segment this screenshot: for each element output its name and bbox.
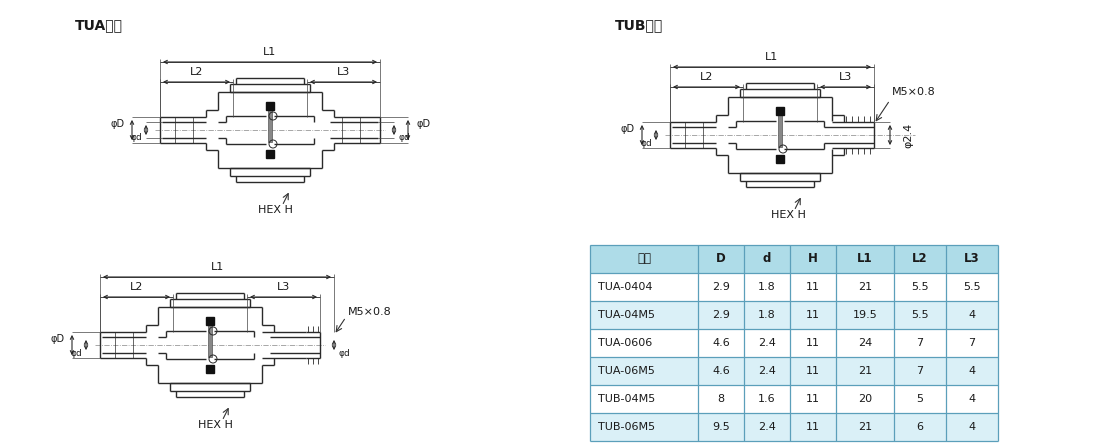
Text: 2.4: 2.4 xyxy=(758,422,776,432)
Text: 5: 5 xyxy=(916,394,924,404)
Text: M5×0.8: M5×0.8 xyxy=(892,87,936,97)
Bar xyxy=(776,107,784,115)
Text: φD: φD xyxy=(620,124,635,134)
Text: 4: 4 xyxy=(968,422,976,432)
Text: 21: 21 xyxy=(858,366,872,376)
Text: 11: 11 xyxy=(806,338,820,348)
Text: φD: φD xyxy=(51,334,65,344)
Text: 11: 11 xyxy=(806,394,820,404)
Text: 4.6: 4.6 xyxy=(712,366,730,376)
Text: 21: 21 xyxy=(858,422,872,432)
Text: HEX H: HEX H xyxy=(771,210,805,220)
Text: L1: L1 xyxy=(210,262,223,272)
Text: φD: φD xyxy=(417,119,431,129)
Text: 4: 4 xyxy=(968,366,976,376)
Text: M5×0.8: M5×0.8 xyxy=(348,307,392,317)
Text: TUB-04M5: TUB-04M5 xyxy=(598,394,656,404)
Text: TUA类型: TUA类型 xyxy=(75,18,123,32)
Text: 7: 7 xyxy=(916,366,924,376)
Bar xyxy=(590,273,998,301)
Text: 11: 11 xyxy=(806,310,820,320)
Text: φd: φd xyxy=(70,349,81,358)
Text: 24: 24 xyxy=(858,338,872,348)
Text: 7: 7 xyxy=(968,338,976,348)
Bar xyxy=(778,115,782,147)
Text: L3: L3 xyxy=(337,67,350,77)
Text: φd: φd xyxy=(640,139,652,148)
Text: φd: φd xyxy=(398,134,410,143)
Text: HEX H: HEX H xyxy=(257,205,293,215)
Text: L3: L3 xyxy=(965,253,980,266)
Text: TUA-0404: TUA-0404 xyxy=(598,282,652,292)
Bar xyxy=(268,110,272,142)
Text: 8: 8 xyxy=(717,394,725,404)
Text: 5.5: 5.5 xyxy=(964,282,981,292)
Bar xyxy=(206,365,214,373)
Text: TUB-06M5: TUB-06M5 xyxy=(598,422,656,432)
Text: L2: L2 xyxy=(700,72,713,82)
Text: 19.5: 19.5 xyxy=(852,310,878,320)
Text: L3: L3 xyxy=(277,282,290,292)
Text: L2: L2 xyxy=(130,282,143,292)
Bar xyxy=(208,325,212,357)
Text: φ2.4: φ2.4 xyxy=(903,122,913,148)
Text: 11: 11 xyxy=(806,366,820,376)
Text: 5.5: 5.5 xyxy=(911,310,928,320)
Text: 5.5: 5.5 xyxy=(911,282,928,292)
Text: 2.9: 2.9 xyxy=(712,310,730,320)
Text: 9.5: 9.5 xyxy=(712,422,730,432)
Text: 4: 4 xyxy=(968,394,976,404)
Text: TUA-0606: TUA-0606 xyxy=(598,338,652,348)
Text: 2.4: 2.4 xyxy=(758,338,776,348)
Bar xyxy=(206,317,214,325)
Text: d: d xyxy=(762,253,771,266)
Bar xyxy=(266,102,274,110)
Text: L1: L1 xyxy=(857,253,872,266)
Bar xyxy=(590,329,998,357)
Text: D: D xyxy=(716,253,726,266)
Text: L2: L2 xyxy=(912,253,927,266)
Text: 11: 11 xyxy=(806,282,820,292)
Bar xyxy=(266,150,274,158)
Text: 1.6: 1.6 xyxy=(758,394,776,404)
Text: φd: φd xyxy=(338,349,350,358)
Text: 7: 7 xyxy=(916,338,924,348)
Text: 4: 4 xyxy=(968,310,976,320)
Text: L2: L2 xyxy=(190,67,204,77)
Text: 6: 6 xyxy=(916,422,924,432)
Bar xyxy=(776,155,784,163)
Text: TUA-06M5: TUA-06M5 xyxy=(598,366,654,376)
Text: H: H xyxy=(808,253,818,266)
Bar xyxy=(590,245,998,273)
Text: 1.8: 1.8 xyxy=(758,310,776,320)
Text: 4.6: 4.6 xyxy=(712,338,730,348)
Text: 20: 20 xyxy=(858,394,872,404)
Text: 2.9: 2.9 xyxy=(712,282,730,292)
Text: φd: φd xyxy=(130,134,142,143)
Text: 11: 11 xyxy=(806,422,820,432)
Bar xyxy=(590,301,998,329)
Text: TUA-04M5: TUA-04M5 xyxy=(598,310,654,320)
Text: 型式: 型式 xyxy=(637,253,651,266)
Text: L1: L1 xyxy=(766,52,779,62)
Bar xyxy=(590,357,998,385)
Text: φD: φD xyxy=(111,119,125,129)
Text: L3: L3 xyxy=(839,72,853,82)
Text: 1.8: 1.8 xyxy=(758,282,776,292)
Text: 21: 21 xyxy=(858,282,872,292)
Text: HEX H: HEX H xyxy=(198,420,232,430)
Bar xyxy=(590,385,998,413)
Text: TUB类型: TUB类型 xyxy=(615,18,663,32)
Bar xyxy=(590,413,998,441)
Text: 2.4: 2.4 xyxy=(758,366,776,376)
Text: L1: L1 xyxy=(263,47,276,57)
